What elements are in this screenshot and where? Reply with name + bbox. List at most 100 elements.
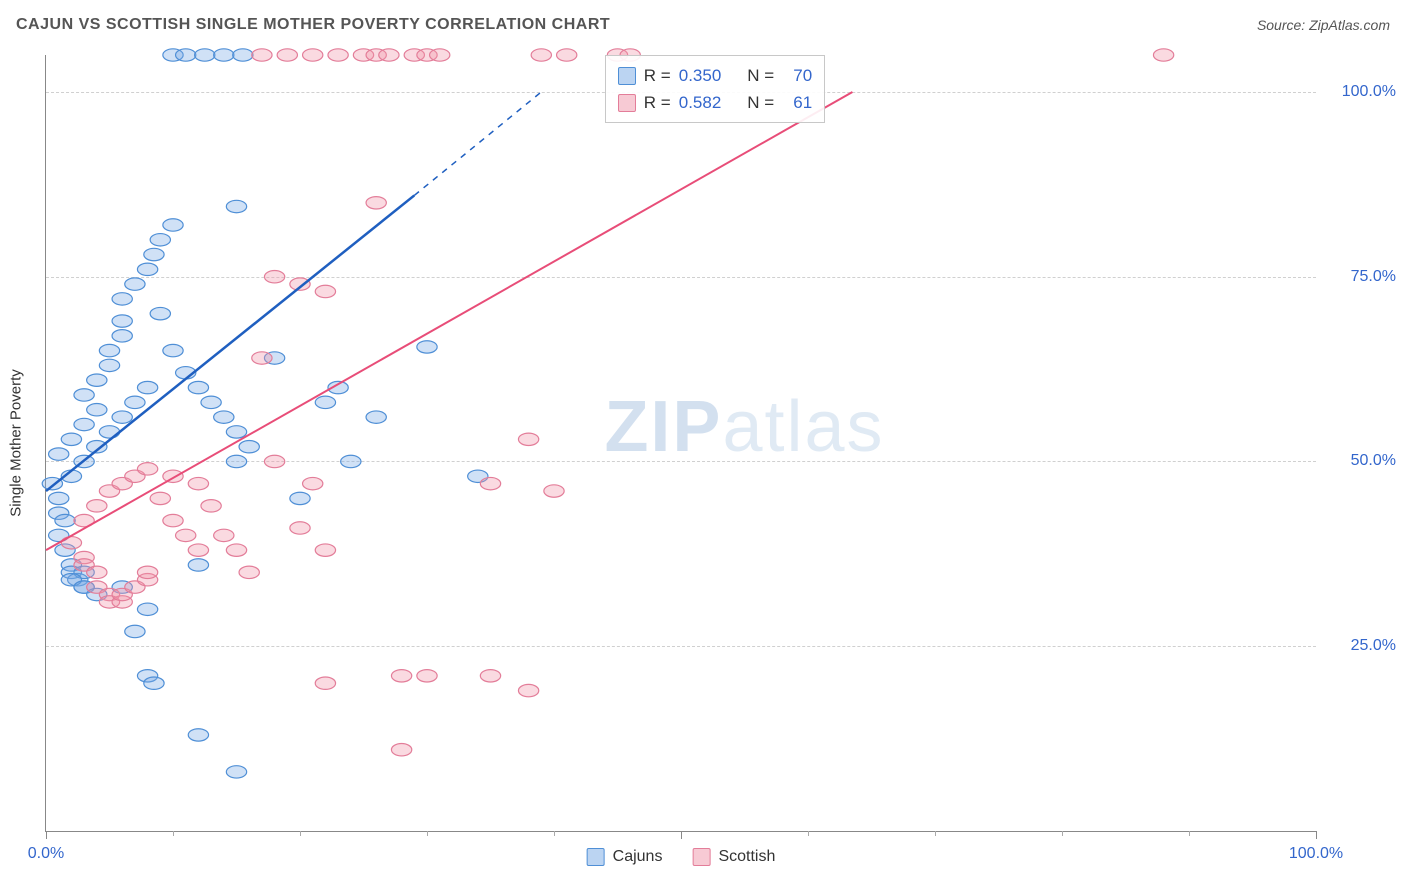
ytick-label: 75.0%	[1326, 268, 1396, 286]
legend-n-label: N =	[747, 89, 774, 116]
xtick-minor	[554, 831, 555, 836]
marker-series1	[74, 389, 94, 401]
marker-series2	[137, 566, 157, 578]
marker-series1	[112, 315, 132, 327]
marker-series1	[226, 455, 246, 467]
xtick-minor	[173, 831, 174, 836]
legend-n-value: 61	[782, 89, 812, 116]
marker-series2	[226, 544, 246, 556]
xtick-major	[1316, 831, 1317, 839]
marker-series1	[112, 293, 132, 305]
marker-series2	[531, 49, 551, 61]
marker-series2	[379, 49, 399, 61]
marker-series1	[188, 381, 208, 393]
legend-r-value: 0.582	[679, 89, 722, 116]
legend-series-label: Cajuns	[613, 848, 663, 866]
marker-series2	[252, 49, 272, 61]
marker-series2	[303, 49, 323, 61]
marker-series1	[163, 219, 183, 231]
marker-series2	[557, 49, 577, 61]
marker-series2	[480, 670, 500, 682]
marker-series2	[239, 566, 259, 578]
marker-series1	[226, 766, 246, 778]
xtick-major	[46, 831, 47, 839]
marker-series2	[430, 49, 450, 61]
marker-series2	[188, 477, 208, 489]
trendline-series2	[46, 92, 852, 550]
marker-series1	[417, 341, 437, 353]
legend-n-value: 70	[782, 62, 812, 89]
marker-series1	[150, 234, 170, 246]
marker-series2	[544, 485, 564, 497]
marker-series1	[341, 455, 361, 467]
legend-r-label: R =	[644, 62, 671, 89]
marker-series2	[176, 529, 196, 541]
marker-series2	[366, 197, 386, 209]
xtick-label: 100.0%	[1289, 845, 1343, 863]
marker-series1	[99, 359, 119, 371]
marker-series1	[74, 418, 94, 430]
marker-series2	[252, 352, 272, 364]
legend-stats-row: R = 0.350 N = 70	[618, 62, 812, 89]
marker-series2	[61, 537, 81, 549]
marker-series2	[201, 500, 221, 512]
marker-series2	[264, 271, 284, 283]
marker-series2	[150, 492, 170, 504]
marker-series1	[125, 278, 145, 290]
marker-series2	[163, 514, 183, 526]
marker-series2	[277, 49, 297, 61]
marker-series2	[303, 477, 323, 489]
marker-series1	[239, 440, 259, 452]
marker-series1	[163, 344, 183, 356]
header: CAJUN VS SCOTTISH SINGLE MOTHER POVERTY …	[0, 0, 1406, 40]
marker-series2	[518, 433, 538, 445]
marker-series1	[214, 411, 234, 423]
marker-series1	[87, 374, 107, 386]
marker-series1	[49, 448, 69, 460]
marker-series1	[61, 433, 81, 445]
marker-series2	[87, 500, 107, 512]
marker-series2	[391, 743, 411, 755]
marker-series1	[99, 426, 119, 438]
marker-series1	[201, 396, 221, 408]
plot-area: 25.0%50.0%75.0%100.0%0.0%100.0% ZIPatlas…	[45, 55, 1316, 832]
trendline-series1	[46, 195, 414, 491]
marker-series1	[366, 411, 386, 423]
xtick-minor	[427, 831, 428, 836]
marker-series1	[226, 200, 246, 212]
marker-series1	[125, 396, 145, 408]
marker-series1	[226, 426, 246, 438]
legend-r-value: 0.350	[679, 62, 722, 89]
legend-swatch	[618, 94, 636, 112]
marker-series1	[137, 603, 157, 615]
legend-series-label: Scottish	[718, 848, 775, 866]
marker-series1	[233, 49, 253, 61]
xtick-minor	[935, 831, 936, 836]
marker-series1	[137, 381, 157, 393]
marker-series2	[518, 684, 538, 696]
marker-series2	[391, 670, 411, 682]
marker-series1	[112, 411, 132, 423]
trendline-series1-dash	[414, 92, 541, 195]
xtick-minor	[1189, 831, 1190, 836]
marker-series1	[55, 514, 75, 526]
xtick-minor	[1062, 831, 1063, 836]
marker-series2	[328, 49, 348, 61]
xtick-minor	[808, 831, 809, 836]
marker-series1	[125, 625, 145, 637]
marker-series2	[315, 285, 335, 297]
marker-series1	[144, 248, 164, 260]
marker-series1	[137, 263, 157, 275]
marker-series2	[290, 522, 310, 534]
marker-series1	[214, 49, 234, 61]
marker-series1	[99, 344, 119, 356]
legend-stats: R = 0.350 N = 70R = 0.582 N = 61	[605, 55, 825, 123]
marker-series2	[315, 544, 335, 556]
marker-series1	[150, 307, 170, 319]
chart-svg	[46, 55, 1316, 831]
marker-series1	[112, 330, 132, 342]
source-label: Source: ZipAtlas.com	[1257, 17, 1390, 33]
marker-series2	[163, 470, 183, 482]
legend-series-item: Cajuns	[587, 848, 663, 866]
legend-n-label: N =	[747, 62, 774, 89]
